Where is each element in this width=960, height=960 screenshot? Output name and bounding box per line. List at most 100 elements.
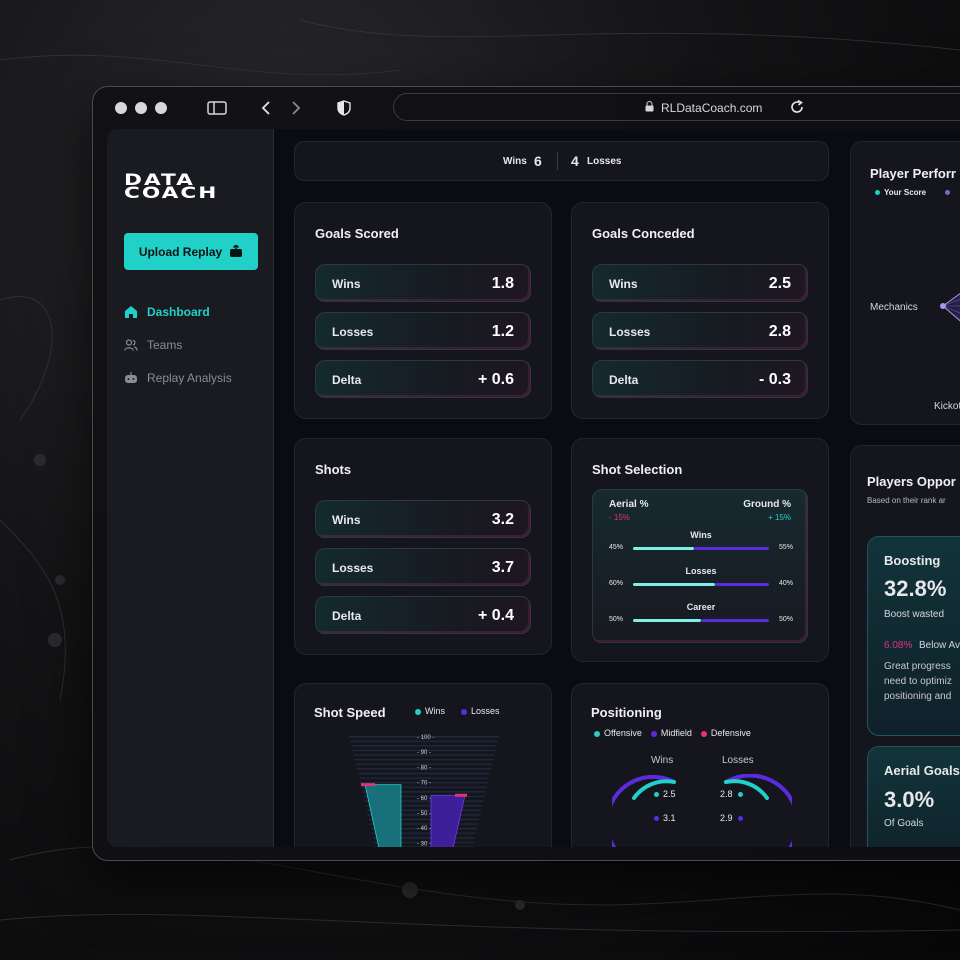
aerial-bar — [633, 547, 694, 550]
sidebar-item-label: Dashboard — [147, 305, 210, 319]
gauge-tick-label: - 90 - — [417, 750, 431, 756]
legend-losses: Losses — [461, 706, 500, 716]
gauge-band — [358, 777, 490, 779]
gauge-band — [364, 800, 484, 802]
browser-toolbar: RLDataCoach.com — [93, 87, 960, 129]
shot-selection-row-label: Wins — [690, 530, 712, 540]
legend-midfield: Midfield — [650, 728, 692, 738]
stat-row: Delta + 0.6 — [315, 360, 531, 398]
gauge-band — [368, 818, 480, 821]
stat-row: Losses 3.7 — [315, 548, 531, 586]
ground-percent: 50% — [778, 616, 793, 623]
boosting-delta: 6.08% — [884, 640, 913, 651]
stat-value: + 0.4 — [477, 607, 514, 624]
forward-arrow-icon[interactable] — [291, 101, 301, 115]
wins-speed-bar — [364, 784, 402, 847]
back-arrow-icon[interactable] — [261, 101, 271, 115]
goals-scored-card: Goals Scored Wins 1.8 Losses 1.2 Delta + 0.… — [294, 202, 552, 419]
win-loss-record: Wins 6 4 Losses — [294, 141, 829, 181]
ground-bar — [701, 619, 769, 622]
gauge-band — [363, 795, 485, 798]
sidebar-item-teams[interactable]: Teams — [124, 338, 182, 352]
legend-offensive: Offensive — [594, 728, 642, 738]
sidebar-item-label: Replay Analysis — [147, 371, 232, 385]
gauge-band — [355, 763, 493, 765]
shot-selection-row-label: Career — [686, 602, 716, 612]
gauge-band — [349, 736, 499, 738]
shot-selection-card: Shot Selection Aerial % Ground % - 15% +… — [571, 438, 829, 662]
stat-row: Losses 1.2 — [315, 312, 531, 350]
stat-value: 2.5 — [768, 275, 791, 292]
losses-offensive-value: 2.8 — [720, 789, 747, 799]
aerial-caption: Of Goals — [884, 818, 924, 829]
shot-selection-row: Career 50% 50% — [593, 602, 809, 632]
url-bar[interactable] — [393, 93, 960, 121]
boosting-panel: Boosting 32.8% Boost wasted 6.08% Below … — [867, 536, 960, 736]
aerial-bar — [633, 583, 715, 586]
gauge-band — [374, 841, 474, 844]
card-title: Shot Selection — [592, 462, 683, 477]
stat-value: - 0.3 — [758, 371, 791, 388]
gauge-band — [365, 805, 483, 807]
app-logo[interactable]: DATA COACH — [124, 170, 219, 202]
boosting-title: Boosting — [884, 553, 941, 568]
positioning-legend: Offensive Midfield Defensive — [594, 728, 751, 738]
losses-label: Losses — [587, 156, 622, 167]
radar-chart — [940, 293, 960, 322]
aerial-bar — [633, 619, 701, 622]
boosting-caption: Boost wasted — [884, 609, 945, 620]
losses-speed-marker — [455, 793, 467, 797]
sidebar-item-dashboard[interactable]: Dashboard — [124, 305, 210, 319]
boosting-delta-label: Below Av — [919, 640, 960, 651]
card-title: Shot Speed — [314, 705, 386, 720]
wins-offensive-value: 2.5 — [654, 789, 676, 799]
gauge-band — [366, 809, 482, 811]
aerial-label: Aerial % — [609, 499, 649, 510]
gauge-band — [371, 828, 477, 830]
positioning-losses-label: Losses — [722, 755, 754, 766]
gauge-band — [357, 772, 491, 775]
gauge-band — [351, 745, 497, 747]
ground-delta: + 15% — [768, 513, 791, 522]
gauge-tick-label: - 60 - — [417, 796, 431, 802]
stat-row: Delta - 0.3 — [592, 360, 808, 398]
stat-label: Losses — [609, 325, 651, 339]
sidebar-item-replay-analysis[interactable]: Replay Analysis — [124, 371, 232, 385]
window-maximize-dot[interactable] — [155, 102, 167, 114]
gauge-band — [354, 759, 494, 761]
dashboard-app: DATA COACH Upload Replay Dashboard — [107, 129, 960, 847]
losses-count: 4 — [571, 153, 579, 169]
sidebar-toggle-icon[interactable] — [207, 101, 227, 115]
stat-label: Wins — [332, 513, 361, 527]
gauge-band — [373, 837, 475, 839]
boosting-text-line: Great progress — [884, 661, 951, 672]
wins-midfield-value: 3.1 — [654, 813, 676, 823]
gauge-band — [361, 786, 487, 788]
gauge-band — [362, 791, 486, 793]
radar-label-mechanics: Mechanics — [870, 302, 918, 313]
aerial-goals-panel: Aerial Goals 3.0% Of Goals — [867, 746, 960, 847]
url-text: RLDataCoach.com — [661, 101, 763, 115]
gauge-band — [356, 768, 492, 770]
stat-value: + 0.6 — [477, 371, 514, 388]
window-minimize-dot[interactable] — [135, 102, 147, 114]
aerial-delta: - 15% — [609, 513, 630, 522]
gauge-band — [372, 832, 476, 834]
ground-label: Ground % — [743, 499, 791, 510]
card-title: Player Perforr — [870, 166, 956, 181]
browser-window: RLDataCoach.com DATA COACH Upload Replay — [92, 86, 960, 861]
losses-speed-bar — [430, 794, 466, 847]
shield-icon[interactable] — [337, 100, 351, 116]
gauge-band — [369, 823, 479, 825]
stat-label: Losses — [332, 561, 374, 575]
card-subtitle: Based on their rank ar — [867, 496, 946, 505]
positioning-card: Positioning Offensive Midfield Defensive… — [571, 683, 829, 847]
shot-selection-row: Losses 60% 40% — [593, 566, 809, 596]
window-close-dot[interactable] — [115, 102, 127, 114]
boosting-text-line: need to optimiz — [884, 676, 952, 687]
reload-icon[interactable] — [790, 100, 804, 114]
upload-replay-button[interactable]: Upload Replay — [124, 233, 258, 270]
wins-label: Wins — [503, 156, 527, 167]
stat-value: 1.8 — [491, 275, 514, 292]
card-title: Goals Scored — [315, 226, 399, 241]
